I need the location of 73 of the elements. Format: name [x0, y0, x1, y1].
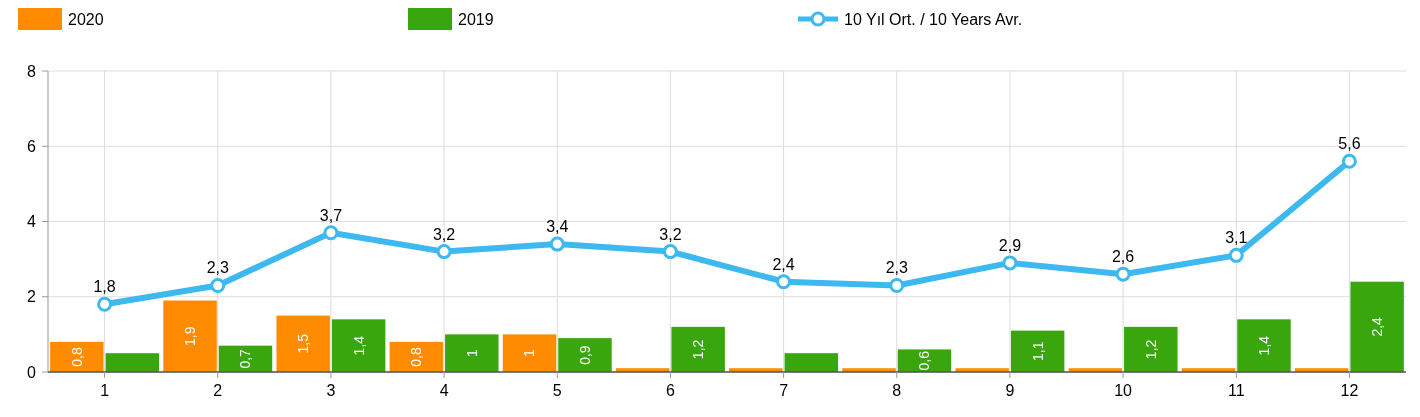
x-tick-label: 7: [779, 382, 789, 399]
x-tick-label: 6: [665, 382, 675, 399]
x-tick-label: 12: [1340, 382, 1359, 399]
data-label: 1: [463, 349, 480, 358]
bar: [1350, 281, 1404, 372]
bar: [1237, 319, 1291, 372]
y-tick-label: 8: [27, 62, 37, 80]
point: [776, 274, 792, 290]
point: [1115, 266, 1131, 282]
x-tick-label: 2: [213, 382, 223, 399]
data-label: 1,2: [1142, 339, 1159, 360]
data-label: 3,1: [1225, 229, 1248, 247]
bar: [445, 334, 499, 372]
point: [97, 296, 113, 312]
data-label: 0,8: [68, 347, 85, 367]
point: [436, 244, 452, 260]
data-label: 1,4: [350, 335, 367, 356]
data-label: 1,2: [690, 339, 707, 360]
data-label: 3,4: [546, 218, 569, 236]
bar: [163, 300, 217, 372]
data-label: 1,4: [1255, 335, 1272, 356]
bar: [502, 334, 557, 372]
point: [889, 277, 905, 293]
data-label: 2,4: [1369, 316, 1386, 337]
point: [549, 236, 565, 252]
data-label: 0,8: [408, 347, 425, 367]
data-label: 2,3: [206, 259, 229, 277]
data-label: 1,8: [93, 278, 116, 296]
x-tick-label: 11: [1227, 382, 1245, 399]
legend-label: 10 Yıl Ort. / 10 Years Avr.: [844, 10, 1023, 28]
bar: [105, 353, 160, 372]
bar: [558, 338, 612, 372]
bar: [331, 319, 386, 372]
legend-label: 2020: [68, 10, 104, 28]
data-label: 1,9: [181, 326, 198, 346]
data-label: 2,9: [998, 236, 1022, 254]
y-tick-label: 4: [27, 213, 37, 231]
data-label: 2,6: [1111, 248, 1135, 266]
x-tick-label: 5: [552, 382, 562, 399]
point: [210, 277, 226, 293]
x-tick-label: 3: [326, 382, 336, 399]
point: [1341, 153, 1357, 169]
bar: [1124, 326, 1178, 372]
data-label: 3,2: [659, 225, 682, 243]
bar: [50, 341, 104, 372]
y-tick-label: 0: [27, 363, 37, 381]
data-label: 1,5: [295, 333, 312, 354]
data-label: 1: [521, 349, 538, 358]
y-tick-label: 6: [27, 137, 37, 155]
x-tick-label: 9: [1005, 382, 1015, 399]
x-tick-label: 10: [1114, 382, 1133, 399]
bar: [276, 315, 330, 372]
data-label: 0,9: [576, 345, 593, 365]
point: [662, 244, 678, 260]
data-label: 2,4: [772, 255, 795, 273]
data-label: 0,7: [237, 348, 254, 369]
point: [1002, 255, 1018, 271]
data-label: 2,3: [885, 259, 908, 277]
point: [1228, 247, 1244, 263]
y-tick-label: 2: [27, 288, 37, 306]
data-label: 1,1: [1029, 341, 1046, 362]
data-label: 3,7: [319, 206, 343, 224]
x-tick-label: 8: [892, 382, 902, 399]
point: [323, 225, 339, 241]
x-tick-label: 4: [439, 382, 449, 399]
data-label: 3,2: [432, 225, 456, 243]
bar: [784, 353, 839, 372]
legend-label: 2019: [458, 10, 494, 28]
bar: [671, 326, 725, 372]
x-tick-label: 1: [100, 382, 110, 399]
data-label: 0,6: [916, 350, 933, 371]
bar: [1010, 330, 1065, 372]
data-label: 5,6: [1338, 135, 1361, 153]
